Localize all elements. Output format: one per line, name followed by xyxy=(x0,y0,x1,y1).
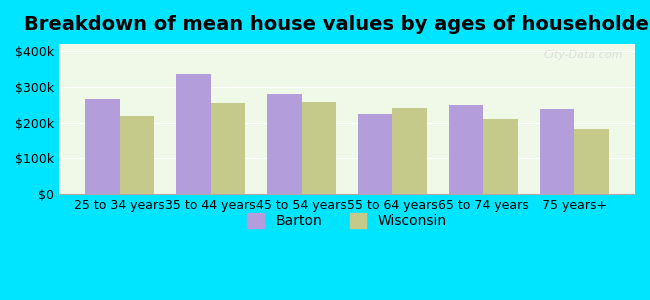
Text: City-Data.com: City-Data.com xyxy=(544,50,623,60)
Bar xyxy=(448,105,484,194)
Bar xyxy=(211,103,245,194)
Bar xyxy=(120,116,154,194)
Bar xyxy=(85,99,120,194)
Bar xyxy=(267,94,302,194)
Bar xyxy=(540,109,574,194)
Bar xyxy=(302,102,336,194)
Bar xyxy=(358,114,393,194)
Bar xyxy=(393,107,427,194)
Title: Breakdown of mean house values by ages of householders: Breakdown of mean house values by ages o… xyxy=(24,15,650,34)
Bar xyxy=(176,74,211,194)
Bar xyxy=(484,119,518,194)
Legend: Barton, Wisconsin: Barton, Wisconsin xyxy=(240,206,454,235)
Bar xyxy=(574,129,609,194)
